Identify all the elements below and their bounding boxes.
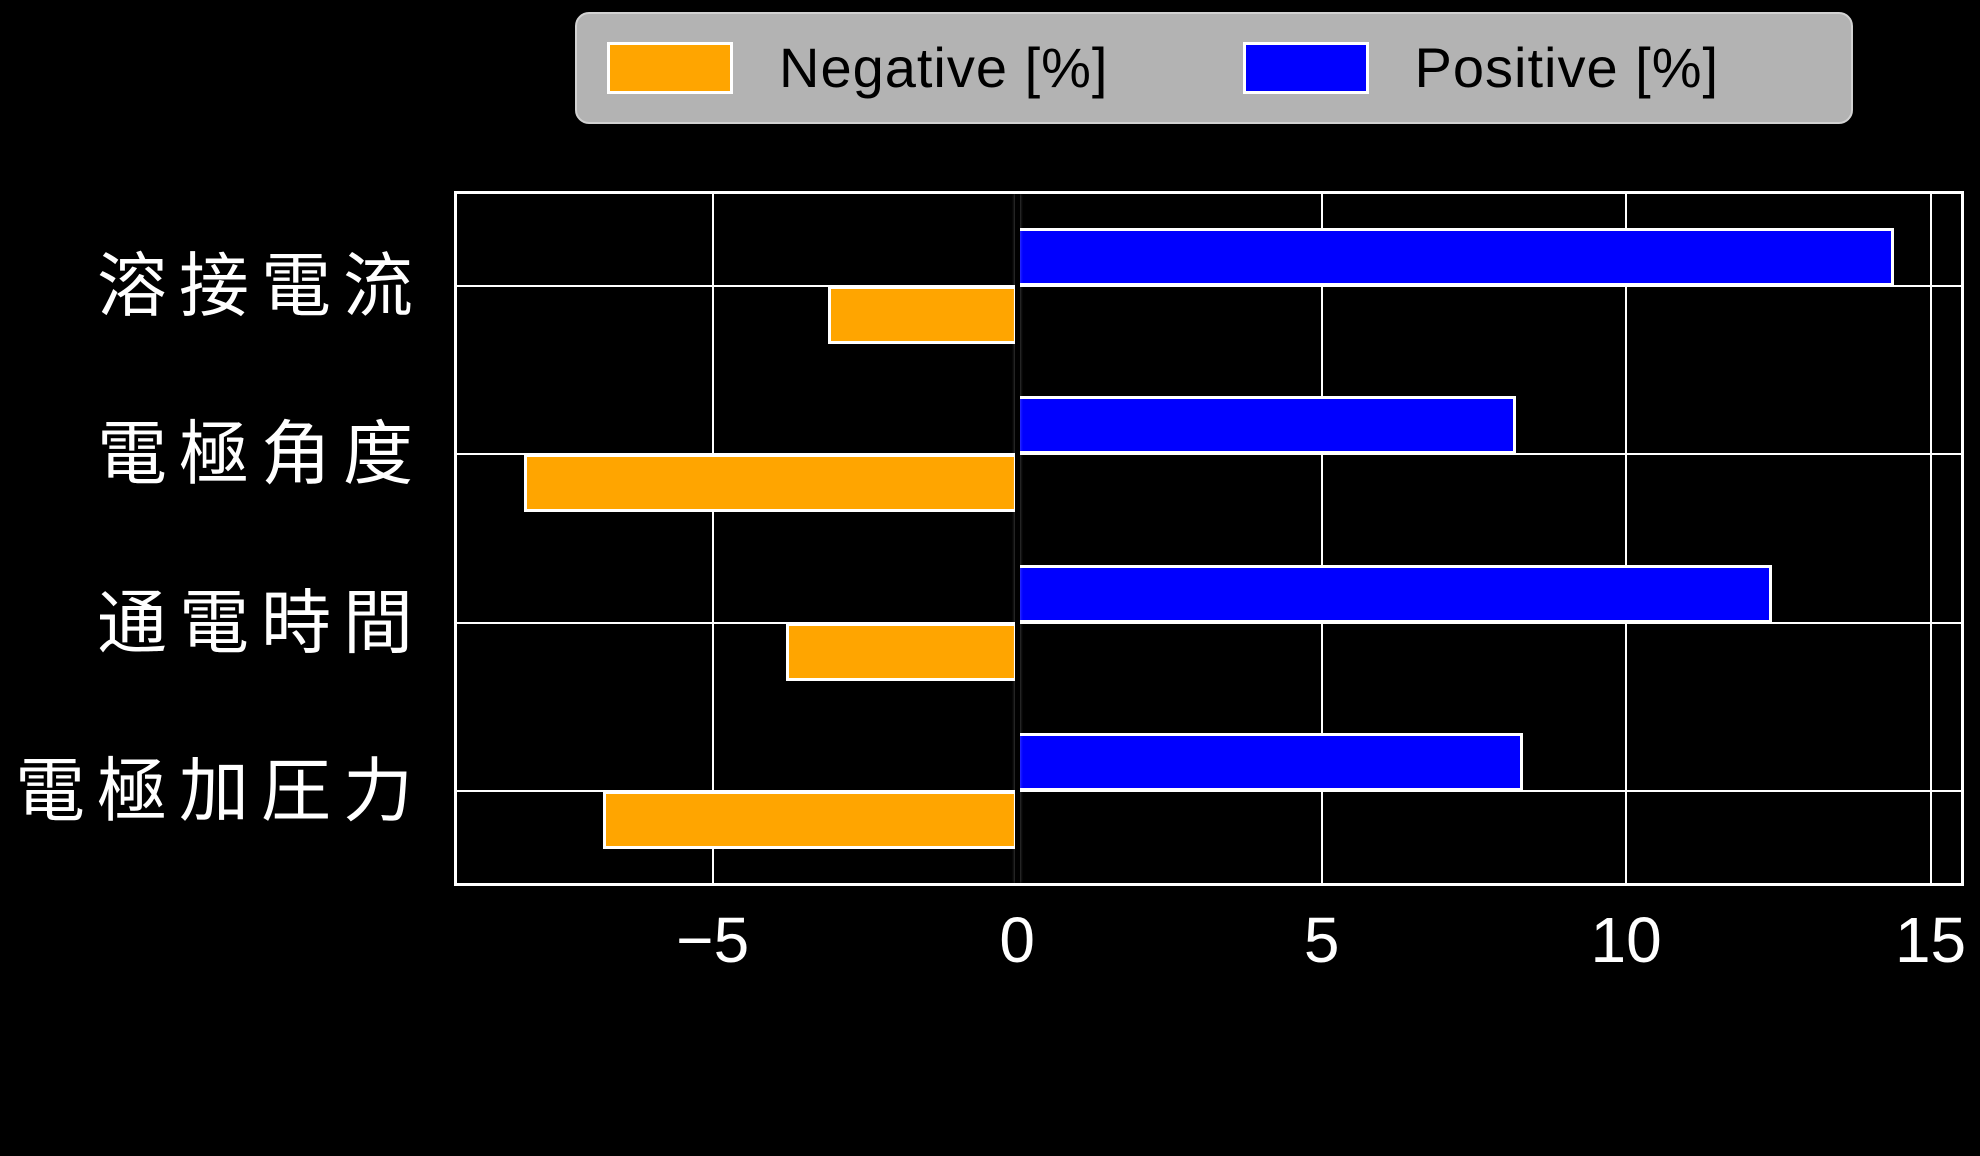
x-tick-label: 5 <box>1303 904 1340 976</box>
horizontal-gridline <box>457 453 1961 456</box>
legend-swatch-negative <box>607 42 733 94</box>
plot-area <box>454 191 1964 886</box>
vertical-gridline <box>1929 194 1932 883</box>
legend-label: Negative [%] <box>779 36 1109 99</box>
legend-swatch-positive <box>1242 42 1369 94</box>
bar-positive <box>1017 228 1894 287</box>
y-axis-label: 通電時間 <box>97 583 425 662</box>
legend-item: Negative [%] <box>607 40 1109 96</box>
bar-positive <box>1017 732 1523 791</box>
bar-positive <box>1017 396 1517 455</box>
bar-negative <box>603 790 1018 849</box>
bar-negative <box>523 454 1018 513</box>
x-tick-label: 0 <box>999 904 1035 976</box>
legend-item: Positive [%] <box>1242 36 1720 99</box>
legend-label: Positive [%] <box>1414 36 1720 99</box>
bar-negative <box>828 286 1018 345</box>
zero-line <box>1014 194 1020 883</box>
y-axis-label: 電極加圧力 <box>15 751 425 830</box>
bar-negative <box>785 622 1018 681</box>
legend: Negative [%] Positive [%] <box>575 12 1853 124</box>
y-axis-label: 電極角度 <box>97 415 425 494</box>
vertical-gridline <box>1320 194 1323 883</box>
y-axis-label: 溶接電流 <box>97 247 425 326</box>
x-tick-label: 15 <box>1894 904 1967 976</box>
horizontal-gridline <box>457 285 1961 288</box>
x-tick-label: −5 <box>676 904 750 976</box>
vertical-gridline <box>1625 194 1628 883</box>
horizontal-gridline <box>457 789 1961 792</box>
vertical-gridline <box>711 194 714 883</box>
x-tick-label: 10 <box>1590 904 1662 976</box>
bar-positive <box>1017 564 1773 623</box>
horizontal-gridline <box>457 621 1961 624</box>
